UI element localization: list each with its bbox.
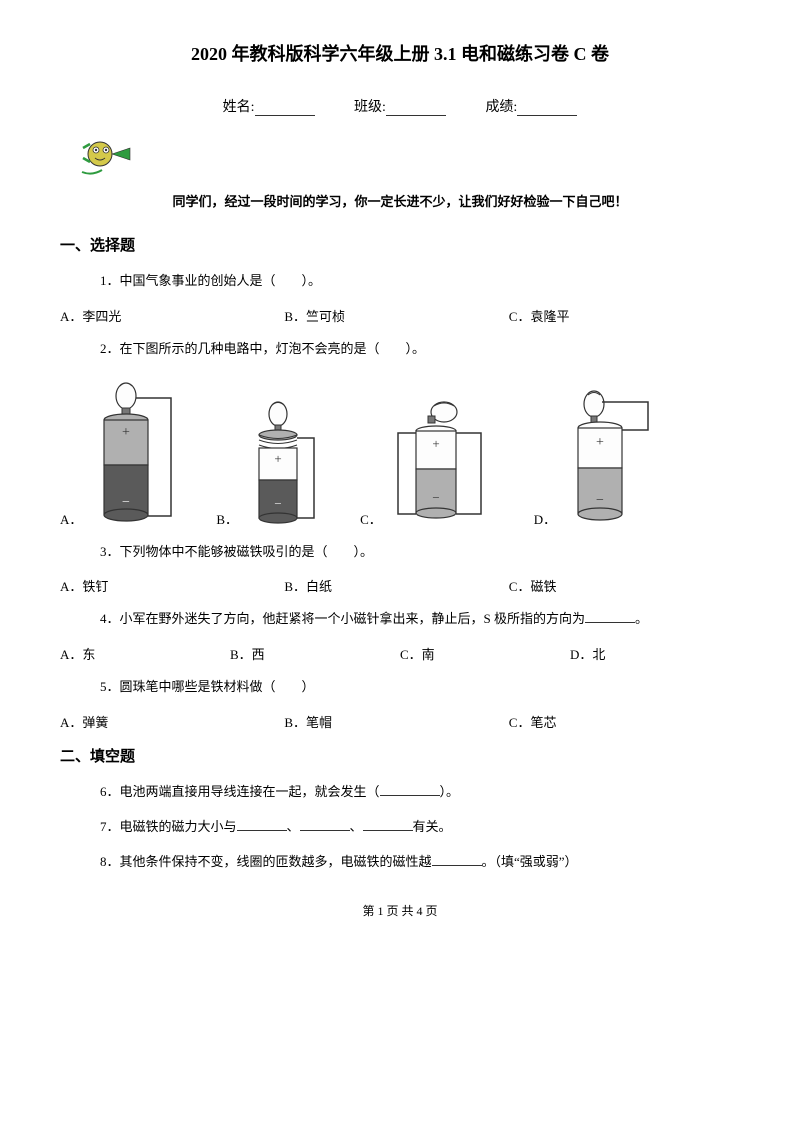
q4-option-a[interactable]: A．东 <box>60 644 230 663</box>
q4-suffix: 。 <box>635 611 648 626</box>
q5-option-a[interactable]: A．弹簧 <box>60 712 284 731</box>
name-label: 姓名: <box>223 100 255 115</box>
q4-option-b[interactable]: B．西 <box>230 644 400 663</box>
q5-options: A．弹簧 B．笔帽 C．笔芯 <box>60 712 740 731</box>
circuit-a[interactable]: A． + − <box>60 378 196 528</box>
question-7: 7．电磁铁的磁力大小与 、 、 有关。 <box>100 817 740 838</box>
q1-options: A．李四光 B．竺可桢 C．袁隆平 <box>60 306 740 325</box>
class-label: 班级: <box>354 100 386 115</box>
section-1-header: 一、选择题 <box>60 234 740 255</box>
q2-option-c: C． <box>360 509 382 528</box>
q4-blank[interactable] <box>585 609 635 623</box>
circuit-diagrams: A． + − B． <box>60 378 740 528</box>
q3-options: A．铁钉 B．白纸 C．磁铁 <box>60 576 740 595</box>
q8-suffix: 。（填“强或弱”） <box>482 854 578 869</box>
name-blank[interactable] <box>255 101 315 116</box>
svg-text:−: − <box>596 493 604 508</box>
q3-option-c[interactable]: C．磁铁 <box>509 576 733 595</box>
score-label: 成绩: <box>485 100 517 115</box>
exam-page: 2020 年教科版科学六年级上册 3.1 电和磁练习卷 C 卷 姓名: 班级: … <box>0 0 800 939</box>
svg-text:−: − <box>122 495 130 510</box>
question-1: 1．中国气象事业的创始人是（ ）。 <box>100 271 740 292</box>
page-title: 2020 年教科版科学六年级上册 3.1 电和磁练习卷 C 卷 <box>60 40 740 66</box>
q8-blank[interactable] <box>432 852 482 866</box>
circuit-a-svg: + − <box>86 378 196 528</box>
q6-blank[interactable] <box>380 782 440 796</box>
name-field: 姓名: <box>223 96 315 116</box>
q7-blank-1[interactable] <box>237 817 287 831</box>
q5-option-c[interactable]: C．笔芯 <box>509 712 733 731</box>
circuit-c-svg: + − <box>386 398 506 528</box>
question-8: 8．其他条件保持不变，线圈的匝数越多，电磁铁的磁性越 。（填“强或弱”） <box>100 852 740 873</box>
svg-text:+: + <box>596 435 604 450</box>
pencil-icon <box>80 134 136 181</box>
q2-option-d: D． <box>534 509 556 528</box>
encourage-text: 同学们，经过一段时间的学习，你一定长进不少，让我们好好检验一下自己吧！ <box>60 191 740 210</box>
q7-prefix: 7．电磁铁的磁力大小与 <box>100 819 237 834</box>
q7-mid2: 、 <box>350 819 363 834</box>
q5-option-b[interactable]: B．笔帽 <box>284 712 508 731</box>
q2-option-b: B． <box>216 509 238 528</box>
circuit-b-svg: + − <box>242 398 332 528</box>
circuit-b[interactable]: B． + − <box>216 398 332 528</box>
page-footer: 第 1 页 共 4 页 <box>60 902 740 919</box>
q1-option-a[interactable]: A．李四光 <box>60 306 284 325</box>
q4-option-c[interactable]: C．南 <box>400 644 570 663</box>
class-blank[interactable] <box>386 101 446 116</box>
q7-blank-3[interactable] <box>363 817 413 831</box>
q4-options: A．东 B．西 C．南 D．北 <box>60 644 740 663</box>
q2-option-a: A． <box>60 509 82 528</box>
score-field: 成绩: <box>485 96 577 116</box>
student-info-line: 姓名: 班级: 成绩: <box>60 96 740 116</box>
q7-blank-2[interactable] <box>300 817 350 831</box>
q4-prefix: 4．小军在野外迷失了方向，他赶紧将一个小磁针拿出来，静止后，S 极所指的方向为 <box>100 611 585 626</box>
svg-text:+: + <box>432 436 439 451</box>
q4-option-d[interactable]: D．北 <box>570 644 740 663</box>
svg-text:−: − <box>274 496 281 511</box>
question-2: 2．在下图所示的几种电路中，灯泡不会亮的是（ ）。 <box>100 339 740 360</box>
q7-mid1: 、 <box>287 819 300 834</box>
q7-suffix: 有关。 <box>413 819 452 834</box>
class-field: 班级: <box>354 96 446 116</box>
q8-prefix: 8．其他条件保持不变，线圈的匝数越多，电磁铁的磁性越 <box>100 854 432 869</box>
question-6: 6．电池两端直接用导线连接在一起，就会发生（ ）。 <box>100 782 740 803</box>
section-2-header: 二、填空题 <box>60 745 740 766</box>
circuit-c[interactable]: C． + − <box>360 398 506 528</box>
q3-option-b[interactable]: B．白纸 <box>284 576 508 595</box>
q1-option-b[interactable]: B．竺可桢 <box>284 306 508 325</box>
svg-text:+: + <box>122 425 130 440</box>
q1-option-c[interactable]: C．袁隆平 <box>509 306 733 325</box>
svg-text:−: − <box>432 490 439 505</box>
q6-suffix: ）。 <box>440 784 460 799</box>
svg-text:+: + <box>274 451 281 466</box>
question-4: 4．小军在野外迷失了方向，他赶紧将一个小磁针拿出来，静止后，S 极所指的方向为 。 <box>100 609 740 630</box>
score-blank[interactable] <box>517 101 577 116</box>
circuit-d-svg: + − <box>560 388 670 528</box>
q3-option-a[interactable]: A．铁钉 <box>60 576 284 595</box>
q6-prefix: 6．电池两端直接用导线连接在一起，就会发生（ <box>100 784 380 799</box>
question-5: 5．圆珠笔中哪些是铁材料做（ ） <box>100 677 740 698</box>
question-3: 3．下列物体中不能够被磁铁吸引的是（ ）。 <box>100 542 740 563</box>
pencil-icon-row <box>80 134 740 181</box>
circuit-d[interactable]: D． + − <box>534 388 670 528</box>
